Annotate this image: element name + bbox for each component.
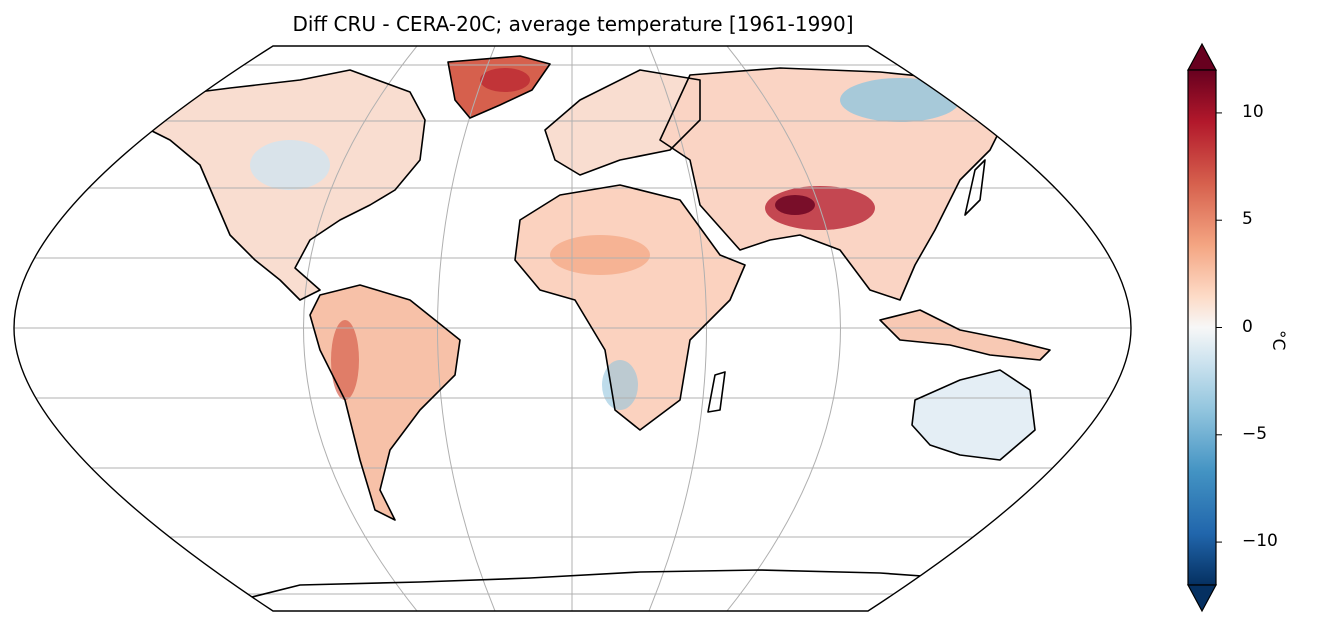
north-america-coastline — [149, 69, 426, 301]
asia-land — [660, 68, 1010, 300]
anomaly-patches — [250, 68, 960, 410]
colorbar-ticks — [1216, 112, 1222, 543]
colorbar-tick-label: 5 — [1242, 209, 1253, 230]
africa-coastline — [514, 184, 746, 431]
colorbar-tick-label: −10 — [1242, 531, 1278, 552]
australia-coastline — [911, 369, 1036, 461]
coastlines — [149, 55, 1093, 601]
colorbar-unit-label: °C — [1268, 330, 1288, 351]
colorbar-gradient — [1187, 69, 1217, 586]
longitude-line — [648, 46, 707, 611]
map-boundary — [13, 45, 1132, 612]
tibet-warm-core — [775, 195, 815, 215]
greenland-warm-anomaly — [480, 68, 530, 92]
longitude-line — [437, 46, 496, 611]
south-america-coastline — [309, 284, 461, 521]
colorbar-tick-label: 0 — [1242, 316, 1253, 337]
andes-warm-anomaly — [331, 320, 359, 400]
new-zealand-coastline — [1069, 454, 1093, 486]
siberia-cool-anomaly — [840, 78, 960, 122]
europe-land — [545, 70, 700, 175]
madagascar-coastline — [707, 371, 726, 413]
maritime-asia-coastline — [879, 309, 1051, 361]
sahara-warm-anomaly — [550, 235, 650, 275]
australia-land — [912, 370, 1035, 460]
map-title: Diff CRU - CERA-20C; average temperature… — [292, 12, 854, 36]
colorbar — [1186, 42, 1222, 613]
europe-coastline — [544, 69, 701, 176]
colorbar-tick-label: 10 — [1242, 101, 1264, 122]
colorbar-extend-top — [1186, 42, 1218, 71]
world-map — [13, 45, 1132, 612]
greenland-coastline — [447, 55, 551, 119]
longitude-line — [726, 46, 841, 611]
antarctica-coastline — [239, 569, 951, 601]
colorbar-extend-bottom — [1186, 584, 1218, 613]
japan-coastline — [964, 159, 986, 216]
maritime-asia-land — [880, 310, 1050, 360]
colorbar-tick-label: −5 — [1242, 423, 1268, 444]
longitude-line — [303, 46, 418, 611]
north-america-cool-anomaly — [250, 140, 330, 190]
antarctica-land — [240, 570, 950, 611]
